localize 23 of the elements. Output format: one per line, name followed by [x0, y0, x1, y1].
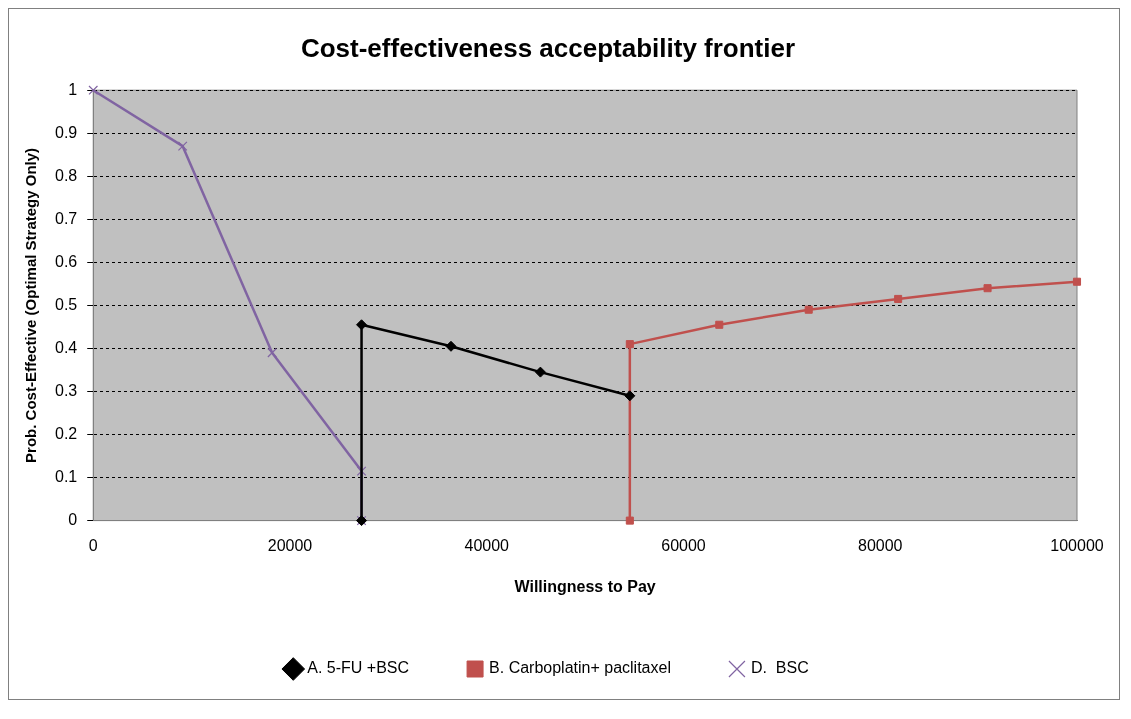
y-tick-label: 0.3	[54, 381, 78, 399]
legend-label: B. Carboplatin+ paclitaxel	[489, 659, 671, 677]
x-tick-label: 80000	[858, 536, 903, 554]
y-tick-label: 0.4	[54, 338, 78, 356]
y-tick-label: 0.2	[54, 424, 78, 442]
y-tick-label: 0.9	[54, 123, 78, 141]
chart-title: Cost-effectiveness acceptability frontier	[300, 32, 796, 63]
legend-label: D. BSC	[750, 659, 809, 677]
y-tick-label: 0.8	[54, 166, 78, 184]
x-tick-label: 0	[88, 536, 98, 554]
y-tick-label: 0.5	[54, 295, 78, 313]
y-axis-title: Prob. Cost-Effective (Optimal Strategy Only)	[22, 147, 40, 463]
y-tick-label: 1	[68, 80, 78, 98]
x-axis-title: Willingness to Pay	[514, 577, 656, 595]
y-tick-label: 0	[68, 511, 78, 529]
y-tick-label: 0.1	[54, 467, 78, 485]
y-tick-label: 0.7	[54, 209, 78, 227]
x-tick-label: 60000	[661, 536, 706, 554]
x-tick-label: 20000	[267, 536, 313, 554]
x-tick-label: 100000	[1050, 536, 1104, 554]
y-tick-label: 0.6	[54, 252, 78, 270]
x-tick-label: 40000	[464, 536, 510, 554]
legend-label: A. 5-FU +BSC	[307, 659, 410, 677]
